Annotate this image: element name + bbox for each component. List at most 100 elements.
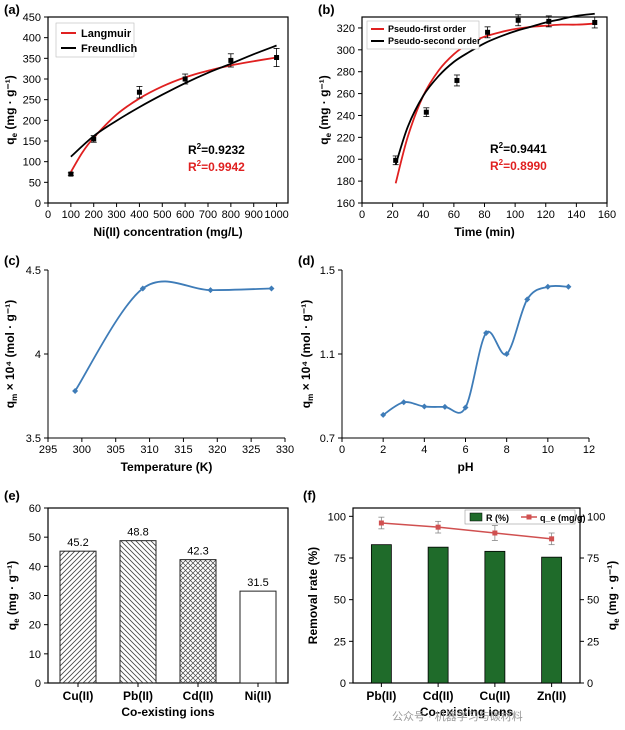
data-point-d — [400, 399, 407, 406]
bar-e — [239, 590, 277, 684]
panel-letter-b: (b) — [318, 2, 335, 17]
legend-f: R (%) q_e (mg/g) — [464, 509, 586, 525]
x-tick-label-a: 0 — [45, 209, 51, 221]
qe-point-f — [492, 530, 498, 536]
x-tick-label-b: 60 — [448, 209, 460, 221]
y-tick-label-e: 60 — [29, 503, 41, 515]
qe-line-f — [381, 522, 552, 540]
legend-b: Pseudo-first order Pseudo-second order — [366, 20, 481, 50]
y-axis-label-c: qm × 10⁴ (mol · g⁻¹) — [3, 300, 19, 408]
y-tick-label-a: 100 — [23, 157, 41, 169]
y-tick-label-a: 450 — [23, 12, 41, 24]
x-tick-label-d: 4 — [421, 444, 427, 456]
plot-frame-f — [352, 507, 581, 684]
bar-e — [59, 550, 97, 684]
y-tick-label-b: 200 — [337, 154, 355, 166]
y-tick-label-f: 75 — [334, 553, 346, 565]
legend-box-a — [55, 22, 135, 58]
data-point-c — [207, 287, 214, 294]
x-tick-label-c: 315 — [174, 444, 192, 456]
legend-label-freundlich: Freundlich — [81, 43, 138, 55]
qe-point-f — [549, 536, 555, 542]
legend-label-removal: R (%) — [486, 513, 509, 523]
data-point-d — [565, 283, 572, 290]
y-right-tick-label-f: 75 — [587, 553, 599, 565]
y-right-axis-label-f: qe (mg · g⁻¹) — [605, 561, 621, 630]
data-point-d — [441, 403, 448, 410]
x-tick-label-c: 330 — [276, 444, 294, 456]
data-point-b — [454, 77, 460, 83]
data-point-c — [72, 387, 79, 394]
fit-curve-a-0 — [70, 56, 277, 173]
y-tick-label-d: 0.7 — [320, 433, 335, 445]
bar-e — [179, 559, 217, 684]
bar-value-label-e: 48.8 — [127, 527, 148, 539]
x-tick-label-c: 310 — [140, 444, 158, 456]
legend-marker-qe — [526, 514, 532, 520]
y-tick-label-c: 4.5 — [26, 265, 41, 277]
data-point-b — [592, 19, 598, 25]
x-tick-label-b: 140 — [567, 209, 585, 221]
bar-f — [370, 544, 392, 684]
legend-label-first-order: Pseudo-first order — [388, 24, 467, 34]
r2-annotation-b-1: R2=0.9441 — [490, 141, 547, 156]
data-point-b — [485, 29, 491, 35]
bar-f — [541, 556, 563, 684]
x-category-label-e: Cd(II) — [183, 689, 214, 703]
y-tick-label-b: 220 — [337, 132, 355, 144]
x-tick-label-c: 325 — [242, 444, 260, 456]
x-tick-label-a: 700 — [199, 209, 217, 221]
data-point-b — [393, 157, 399, 163]
y-tick-label-a: 150 — [23, 136, 41, 148]
data-point-a — [68, 171, 74, 177]
data-point-a — [182, 76, 188, 82]
x-tick-label-a: 1000 — [264, 209, 288, 221]
y-axis-label-b: qe (mg · g⁻¹) — [317, 75, 333, 144]
y-tick-label-b: 260 — [337, 89, 355, 101]
data-point-a — [136, 89, 142, 95]
data-point-c — [139, 285, 146, 292]
x-tick-label-d: 6 — [462, 444, 468, 456]
y-tick-label-b: 320 — [337, 23, 355, 35]
x-category-label-e: Ni(II) — [245, 689, 272, 703]
x-tick-label-a: 600 — [176, 209, 194, 221]
bar-f — [484, 550, 506, 684]
x-tick-label-c: 305 — [107, 444, 125, 456]
y-tick-label-c: 3.5 — [26, 433, 41, 445]
plot-area-e: 0 10 20 30 40 50 60 45.2 Cu(II) 48.8 Pb(II) 42.3 Cd(… — [5, 503, 289, 719]
x-tick-label-d: 0 — [339, 444, 345, 456]
panel-f: (f) 0 25 50 75 100 0 25 50 75 100 Pb(II) Cd(II) Cu(I… — [303, 488, 621, 719]
y-tick-label-e: 0 — [35, 678, 41, 690]
y-tick-label-a: 400 — [23, 33, 41, 45]
panel-letter-e: (e) — [4, 488, 20, 503]
x-tick-label-b: 160 — [598, 209, 616, 221]
x-tick-label-d: 8 — [504, 444, 510, 456]
data-point-d — [544, 283, 551, 290]
data-point-a — [274, 55, 280, 61]
x-tick-label-a: 900 — [245, 209, 263, 221]
y-right-tick-label-f: 50 — [587, 595, 599, 607]
x-tick-label-d: 2 — [380, 444, 386, 456]
x-axis-label-c: Temperature (K) — [121, 460, 213, 474]
y-tick-label-b: 160 — [337, 198, 355, 210]
data-point-d — [462, 404, 469, 411]
plot-area-a: 0 100 200 300 400 500 600 700 800 900 1000 0 50 100 15… — [3, 12, 289, 239]
x-tick-label-d: 10 — [542, 444, 554, 456]
x-tick-label-b: 0 — [359, 209, 365, 221]
r2-annotation-a-2: R2=0.9942 — [188, 159, 245, 174]
y-tick-label-f: 100 — [328, 511, 346, 523]
x-tick-label-a: 800 — [222, 209, 240, 221]
x-tick-label-a: 300 — [107, 209, 125, 221]
x-axis-label-d: pH — [458, 460, 474, 474]
y-tick-label-e: 10 — [29, 649, 41, 661]
bar-f — [427, 546, 449, 684]
x-axis-label-b: Time (min) — [454, 225, 514, 239]
panel-e: (e) 0 10 20 30 40 50 60 45.2 Cu(II) 48.8 Pb(II) 42.… — [4, 488, 289, 719]
y-tick-label-d: 1.5 — [320, 265, 335, 277]
bar-value-label-e: 31.5 — [247, 577, 268, 589]
x-tick-label-b: 40 — [417, 209, 429, 221]
panel-letter-f: (f) — [303, 488, 316, 503]
y-tick-label-a: 50 — [29, 177, 41, 189]
